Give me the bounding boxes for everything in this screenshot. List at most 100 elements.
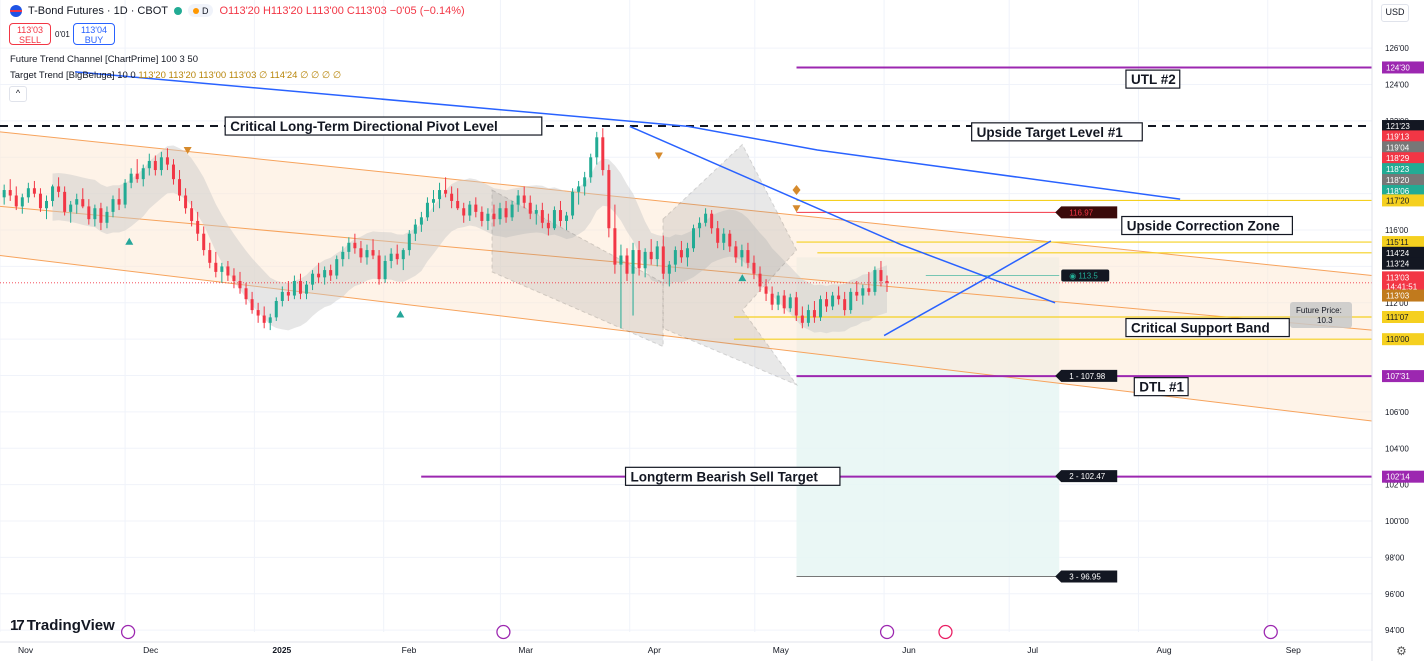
candle <box>546 213 550 236</box>
buy-button[interactable]: 113'04 BUY <box>73 23 115 45</box>
candle <box>347 237 351 260</box>
price-tag <box>1382 163 1424 176</box>
price-tag <box>1382 310 1424 323</box>
candle <box>141 164 145 187</box>
candle <box>262 306 266 329</box>
candle-body <box>806 310 810 323</box>
candle-body <box>577 186 581 192</box>
target-level-tag <box>1055 206 1118 219</box>
candle <box>480 206 484 227</box>
candle-body <box>105 211 109 223</box>
candle <box>885 275 889 292</box>
sell-label: SELL <box>18 35 42 45</box>
candle <box>377 250 381 285</box>
candle-body <box>250 299 254 311</box>
indicator-future-trend-channel[interactable]: Future Trend Channel [ChartPrime] 100 3 … <box>10 54 198 65</box>
time-axis-tick: Nov <box>18 645 34 655</box>
candle <box>486 208 490 231</box>
candle <box>637 240 641 276</box>
time-axis-tick: Jul <box>1027 645 1038 655</box>
annotation-text: Upside Correction Zone <box>1127 219 1281 234</box>
price-axis-tick: 104'00 <box>1385 444 1409 453</box>
candle <box>135 159 139 183</box>
candle <box>710 210 714 234</box>
currency-button[interactable]: USD <box>1381 4 1409 22</box>
settings-gear-icon[interactable]: ⚙ <box>1396 644 1407 658</box>
candle <box>165 148 169 171</box>
candle <box>788 293 792 312</box>
candle <box>619 244 623 329</box>
target-level-tag <box>1055 369 1118 382</box>
candle-body <box>129 173 133 183</box>
trend-channel-fill <box>0 131 1372 422</box>
candle-body <box>879 270 883 281</box>
candle-body <box>51 186 55 201</box>
candle-body <box>57 186 61 192</box>
economic-event-icon <box>496 624 511 640</box>
price-tag <box>1382 236 1424 249</box>
candle <box>8 179 12 201</box>
collapse-indicators-button[interactable]: ^ <box>9 86 27 102</box>
candle <box>873 266 877 296</box>
candle-body <box>407 233 411 251</box>
candle-body <box>44 200 48 209</box>
candle <box>661 235 665 280</box>
price-tag-label: 110'00 <box>1386 335 1410 344</box>
indicator-target-trend[interactable]: Target Trend [BigBeluga] 10 0 113'20 113… <box>10 70 341 81</box>
candle <box>601 128 605 176</box>
trend-channel-upper <box>0 131 1373 277</box>
candle <box>129 168 133 189</box>
candle <box>722 228 726 251</box>
price-tag-label: 118'06 <box>1386 187 1410 196</box>
candle <box>413 219 417 241</box>
annotation-text: Critical Support Band <box>1131 321 1270 336</box>
price-tag-label: 113'03 <box>1386 292 1410 301</box>
price-tag-label: 121'23 <box>1386 122 1410 131</box>
candle <box>425 197 429 221</box>
time-axis-tick: Mar <box>518 645 533 655</box>
price-tag-label: 118'23 <box>1386 165 1410 174</box>
candle-body <box>492 213 496 220</box>
candle-body <box>32 188 36 194</box>
candle-body <box>141 168 145 180</box>
price-axis-bg <box>1372 0 1425 661</box>
candle <box>704 208 708 227</box>
economic-event-icon <box>879 624 895 640</box>
candle-body <box>14 195 18 207</box>
candle-body <box>38 193 42 209</box>
candle-body <box>274 300 278 318</box>
annotation-box <box>624 466 841 486</box>
candle <box>280 286 284 307</box>
candle-body <box>286 291 290 296</box>
price-axis-tick: 126'00 <box>1385 44 1409 53</box>
candle-body <box>625 255 629 274</box>
candle-body <box>75 199 79 205</box>
candle <box>190 200 194 227</box>
sell-button[interactable]: 113'03 SELL <box>9 23 51 45</box>
data-mode-badge[interactable]: D <box>187 4 214 17</box>
candle-body <box>153 160 157 171</box>
price-tag-label: 102'14 <box>1386 473 1410 482</box>
price-tag <box>1382 470 1424 483</box>
candle <box>383 255 387 283</box>
annotation-text: Upside Target Level #1 <box>977 125 1124 140</box>
candle-body <box>480 211 484 221</box>
candle-body <box>81 199 85 207</box>
price-tag-label: 118'20 <box>1386 176 1410 185</box>
candle-body <box>419 217 423 225</box>
buy-label: BUY <box>84 35 104 45</box>
candle-body <box>752 262 756 274</box>
symbol-title[interactable]: T-Bond Futures · 1D · CBOT <box>28 4 168 17</box>
candle <box>649 239 653 265</box>
candle <box>178 170 182 201</box>
candle-body <box>843 299 847 311</box>
candle-body <box>637 250 641 269</box>
candle-body <box>232 275 236 281</box>
candle-body <box>855 291 859 296</box>
candle-body <box>196 220 200 234</box>
candle-body <box>456 200 460 209</box>
candle-body <box>117 199 121 205</box>
economic-event-icon <box>120 624 136 640</box>
candle-body <box>661 246 665 274</box>
